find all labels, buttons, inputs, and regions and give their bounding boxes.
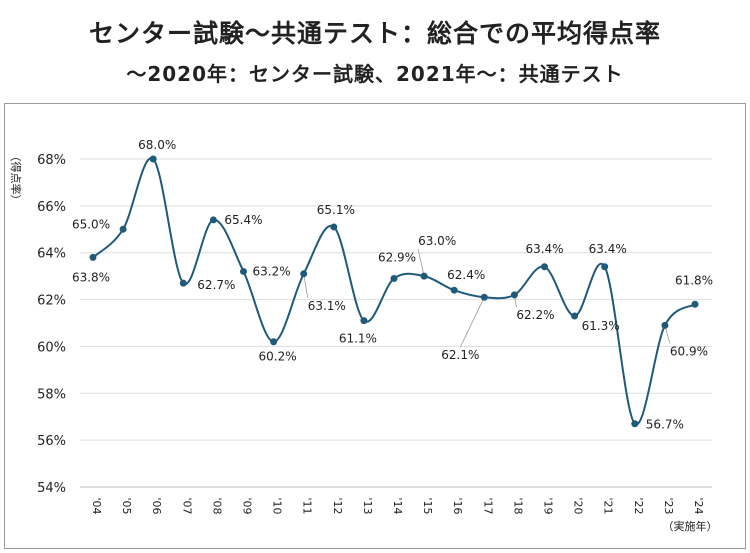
chart-frame: [4, 103, 746, 549]
data-label: 61.8%: [675, 273, 713, 287]
data-point: [89, 253, 97, 261]
data-label: 60.2%: [259, 350, 297, 364]
data-label: 61.1%: [339, 332, 377, 346]
y-tick-label: 66%: [37, 200, 66, 215]
data-point: [360, 317, 368, 325]
label-leader-line: [303, 273, 309, 298]
x-tick-label: '06: [150, 497, 163, 514]
data-point: [480, 293, 488, 301]
data-point: [119, 225, 127, 233]
data-label: 63.4%: [589, 242, 627, 256]
data-label: 65.0%: [72, 217, 110, 231]
x-tick-label: '16: [451, 497, 464, 514]
y-tick-label: 60%: [37, 340, 66, 355]
label-leader-line: [417, 249, 425, 277]
data-label: 65.4%: [224, 213, 262, 227]
data-label: 61.3%: [582, 319, 620, 333]
data-label: 62.9%: [378, 250, 416, 264]
data-label: 63.8%: [72, 270, 110, 284]
y-tick-label: 58%: [37, 387, 66, 402]
chart-title: センター試験〜共通テスト：総合での平均得点率: [88, 19, 661, 48]
x-tick-label: '13: [361, 497, 374, 514]
x-tick-label: '08: [210, 497, 223, 514]
x-axis-title: （実施年）: [663, 519, 718, 533]
data-point: [149, 155, 157, 163]
data-label: 62.1%: [441, 348, 479, 362]
series-line: [92, 157, 696, 426]
x-tick-label: '07: [180, 497, 193, 514]
data-label: 63.1%: [308, 299, 346, 313]
y-tick-label: 54%: [37, 481, 66, 496]
data-label: 62.2%: [516, 308, 554, 322]
data-point: [601, 263, 609, 271]
data-point: [270, 338, 278, 346]
x-tick-label: '23: [662, 497, 675, 514]
label-leader-line: [459, 297, 485, 348]
data-point: [179, 279, 187, 287]
data-point: [571, 312, 579, 320]
x-tick-label: '05: [120, 497, 133, 514]
data-point: [510, 291, 518, 299]
data-label: 63.4%: [525, 242, 563, 256]
data-label: 62.7%: [197, 278, 235, 292]
y-tick-label: 64%: [37, 247, 66, 262]
y-tick-label: 68%: [37, 153, 66, 168]
data-label: 63.2%: [253, 264, 291, 278]
x-tick-label: '18: [511, 497, 524, 514]
x-tick-label: '24: [692, 497, 705, 514]
data-point: [420, 272, 428, 280]
x-tick-label: '17: [481, 497, 494, 514]
x-tick-label: '10: [271, 497, 284, 514]
x-tick-label: '11: [301, 497, 314, 514]
data-point: [390, 274, 398, 282]
data-label: 63.0%: [418, 234, 456, 248]
x-tick-label: '19: [542, 497, 555, 514]
x-tick-label: '12: [331, 497, 344, 514]
y-tick-label: 62%: [37, 294, 66, 309]
x-tick-label: '15: [421, 497, 434, 514]
chart-subtitle: 〜2020年：センター試験、2021年〜：共通テスト: [126, 62, 624, 86]
data-label: 65.1%: [317, 203, 355, 217]
x-tick-label: '04: [90, 497, 103, 514]
data-point: [661, 321, 669, 329]
x-tick-label: '21: [602, 497, 615, 514]
x-tick-label: '22: [632, 497, 645, 514]
x-tick-label: '14: [391, 497, 404, 514]
data-point: [631, 420, 639, 428]
data-point: [300, 270, 308, 278]
data-point: [330, 223, 338, 231]
data-label: 56.7%: [646, 418, 684, 432]
data-label: 68.0%: [138, 138, 176, 152]
data-point: [541, 263, 548, 271]
y-tick-label: 56%: [37, 434, 66, 449]
data-point: [450, 286, 458, 294]
data-point: [691, 300, 699, 308]
data-point: [240, 267, 247, 275]
x-tick-label: '20: [572, 497, 585, 514]
x-tick-label: '09: [241, 497, 254, 514]
data-label: 60.9%: [670, 344, 708, 358]
y-axis-title: （得点率）: [9, 151, 23, 206]
data-point: [209, 216, 217, 224]
data-label: 62.4%: [447, 268, 485, 282]
